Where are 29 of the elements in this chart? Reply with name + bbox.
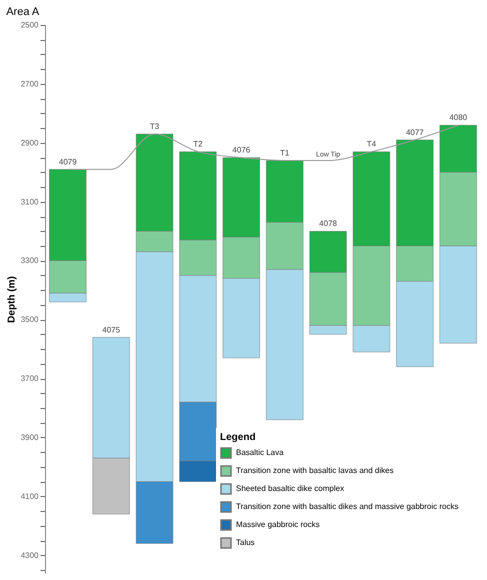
y-tick-label: 3700	[20, 374, 40, 384]
x-tick-label: 4080	[449, 113, 468, 122]
x-tick-label: 4079	[58, 157, 78, 166]
x-tick-label: T1	[280, 148, 290, 158]
y-tick-label: 2900	[20, 138, 40, 148]
legend-title: Legend	[220, 432, 256, 443]
legend-label: Talus	[236, 538, 255, 547]
y-tick-label: 3500	[20, 315, 40, 324]
y-tick-label: 3100	[20, 197, 40, 206]
x-tick-label: 4076	[232, 146, 251, 155]
x-tick-label: 4077	[406, 128, 424, 137]
legend-label: Basaltic Lava	[236, 448, 284, 457]
y-tick-label: 2500	[20, 20, 40, 30]
legend-label: Transition zone with basaltic lavas and dikes	[236, 466, 394, 475]
legend-label: Massive gabbroic rocks	[236, 520, 320, 529]
y-tick-label: 2700	[20, 79, 40, 88]
x-tick-label: 4078	[319, 219, 338, 228]
y-tick-label: 4100	[20, 492, 40, 501]
chart-title: Area A	[6, 6, 40, 18]
y-tick-label: 3900	[20, 432, 40, 442]
legend-label: Transition zone with basaltic dikes and massive gabbroic rocks	[236, 502, 458, 511]
x-tick-label: T2	[193, 140, 204, 149]
y-tick-label: 4300	[20, 550, 40, 560]
x-tick-label: T3	[150, 122, 160, 132]
y-tick-label: 3300	[20, 256, 40, 266]
x-tick-label: 4075	[102, 325, 121, 334]
y-axis-title: Depth (m)	[6, 276, 18, 323]
legend-label: Sheeted basaltic dike complex	[236, 484, 344, 493]
x-tick-label: T4	[366, 140, 377, 149]
